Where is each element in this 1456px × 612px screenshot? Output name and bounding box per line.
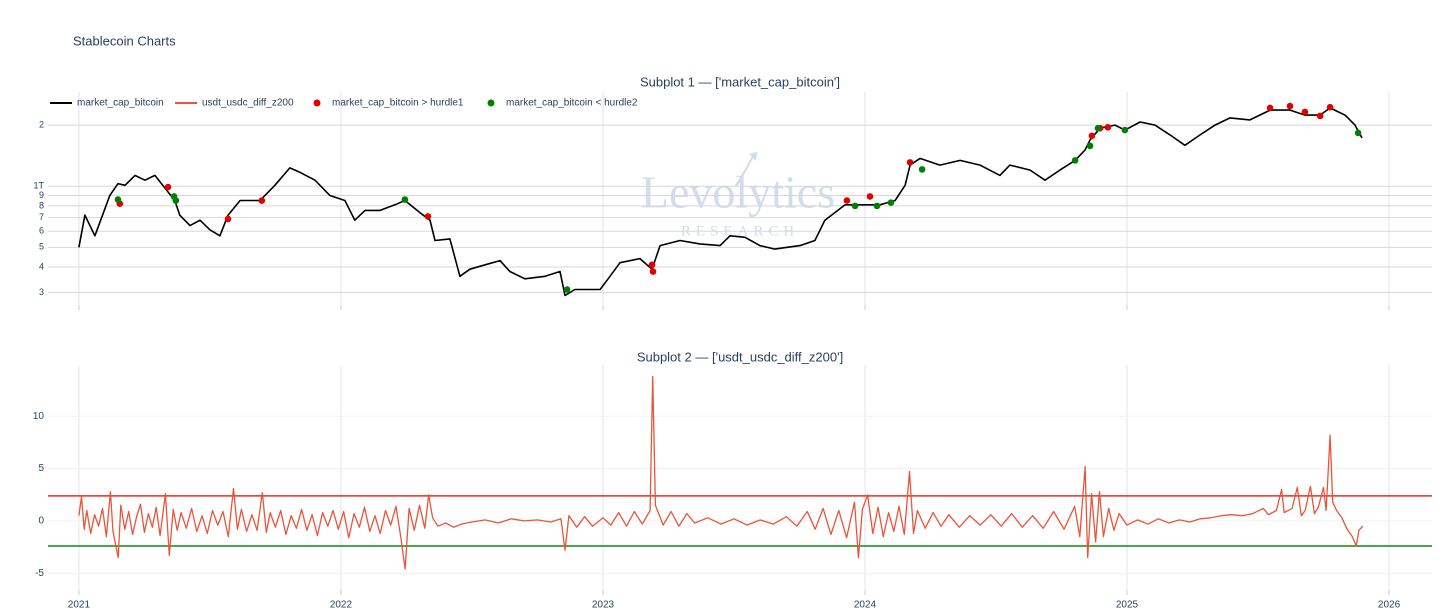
y-tick-label: 8 bbox=[39, 200, 44, 210]
watermark-arrow bbox=[735, 152, 757, 187]
series-line bbox=[78, 375, 1364, 570]
scatter-point bbox=[1094, 124, 1102, 132]
scatter-point bbox=[424, 213, 432, 220]
y-tick-label: 9 bbox=[39, 190, 44, 200]
scatter-point bbox=[866, 193, 874, 200]
y-tick-label: 3 bbox=[39, 287, 44, 297]
subplot-title: Subplot 1 — ['market_cap_bitcoin'] bbox=[640, 74, 840, 89]
scatter-point bbox=[1266, 104, 1274, 112]
y-tick-label: 10 bbox=[33, 411, 45, 422]
legend-label: market_cap_bitcoin > hurdle1 bbox=[332, 98, 464, 109]
x-tick-label: 2023 bbox=[592, 600, 615, 611]
scatter-point bbox=[258, 197, 266, 204]
y-tick-label: 0 bbox=[38, 516, 44, 527]
scatter-point bbox=[1121, 126, 1129, 134]
scatter-point bbox=[843, 197, 851, 204]
legend-swatch bbox=[487, 99, 495, 107]
legend-label: usdt_usdc_diff_z200 bbox=[202, 98, 294, 109]
scatter-point bbox=[918, 166, 926, 173]
scatter-point bbox=[1104, 124, 1112, 131]
scatter-point bbox=[1071, 157, 1079, 164]
watermark-text: Levolytics bbox=[641, 167, 835, 218]
y-tick-label: 4 bbox=[39, 261, 44, 271]
x-tick-label: 2025 bbox=[1116, 600, 1139, 611]
y-tick-label: 5 bbox=[39, 242, 44, 252]
scatter-point bbox=[887, 199, 895, 206]
scatter-point bbox=[224, 215, 232, 223]
scatter-point bbox=[563, 286, 571, 293]
scatter-point bbox=[164, 183, 172, 191]
x-tick-label: 2024 bbox=[854, 600, 877, 611]
scatter-point bbox=[1354, 129, 1362, 137]
watermark: Levolytics RESEARCH bbox=[641, 152, 835, 239]
scatter-point bbox=[1316, 112, 1324, 120]
y-tick-label: 1T bbox=[33, 181, 44, 191]
y-tick-label: -5 bbox=[35, 568, 44, 579]
subplot-title: Subplot 2 — ['usdt_usdc_diff_z200'] bbox=[637, 349, 843, 364]
legend: market_cap_bitcoin usdt_usdc_diff_z200 m… bbox=[50, 98, 638, 109]
y-tick-label: 2 bbox=[39, 119, 44, 129]
scatter-point bbox=[649, 268, 657, 275]
x-tick-label: 2022 bbox=[330, 600, 353, 611]
y-tick-label: 7 bbox=[39, 212, 44, 222]
scatter-point bbox=[1088, 132, 1096, 140]
scatter-point bbox=[401, 196, 409, 203]
scatter-point bbox=[851, 202, 859, 210]
x-tick-label: 2021 bbox=[68, 600, 91, 611]
scatter-point bbox=[873, 202, 881, 210]
page-title: Stablecoin Charts bbox=[73, 33, 176, 48]
scatter-point bbox=[1326, 103, 1334, 111]
legend-swatch bbox=[313, 99, 321, 107]
scatter-point bbox=[906, 159, 914, 166]
scatter-point bbox=[172, 197, 180, 204]
scatter-point bbox=[1286, 102, 1294, 110]
scatter-point bbox=[114, 196, 122, 203]
scatter-point bbox=[648, 261, 656, 269]
y-tick-label: 6 bbox=[39, 226, 44, 236]
scatter-point bbox=[1301, 108, 1309, 116]
x-tick-label: 2026 bbox=[1378, 600, 1401, 611]
scatter-point bbox=[1086, 142, 1094, 150]
legend-label: market_cap_bitcoin bbox=[77, 98, 164, 109]
legend-label: market_cap_bitcoin < hurdle2 bbox=[506, 98, 638, 109]
y-tick-label: 5 bbox=[38, 463, 44, 474]
